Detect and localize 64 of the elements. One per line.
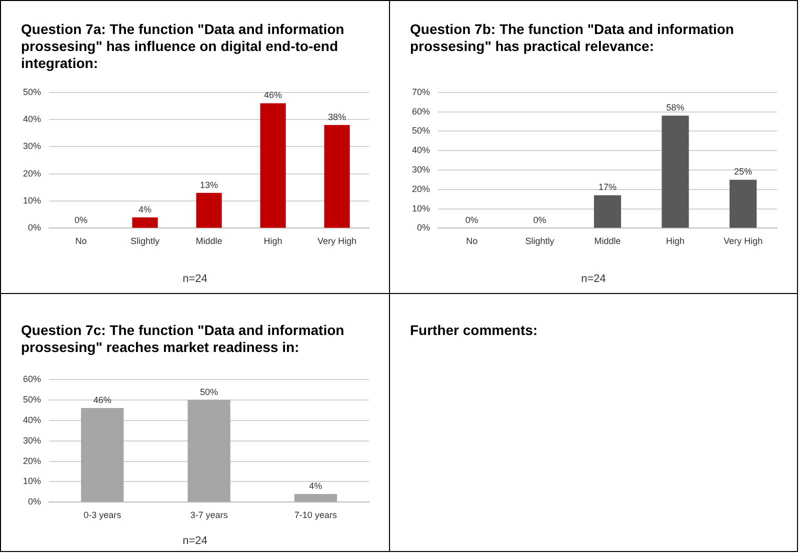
x-tick-label: 3-7 years [190,510,228,520]
chart-title: Question 7b: The function "Data and information prossesing" has practical relevance: [410,21,735,55]
y-tick-label: 50% [23,394,42,404]
bar [81,408,124,502]
y-tick-label: 70% [412,86,430,97]
x-tick-label: High [264,236,282,246]
x-tick-label: Middle [594,236,621,246]
y-tick-label: 30% [23,435,42,446]
text: n=24 [182,535,208,547]
text: Further comments: [410,322,539,339]
y-tick-label: 50% [412,126,430,136]
x-tick-label: High [666,236,685,246]
y-tick-label: 0% [28,496,42,507]
x-tick-label: Slightly [525,236,555,246]
data-label: 50% [200,386,218,397]
x-tick-label: Very High [317,236,357,246]
y-tick-label: 60% [23,374,42,384]
data-label: 0% [465,215,478,226]
y-tick-label: 40% [412,145,430,156]
y-tick-label: 10% [23,476,42,486]
bar [188,400,230,502]
y-tick-label: 20% [23,168,42,178]
data-label: 4% [138,204,152,214]
bar [260,103,286,228]
chart-title: Question 7a: The function "Data and information prossesing" has influence on digital end-to-end integration: [21,21,346,72]
y-tick-label: 40% [23,414,42,425]
x-tick-label: Very High [724,236,763,246]
data-label: 13% [200,180,218,190]
text: n=24 [580,273,607,285]
y-tick-label: 20% [412,184,430,194]
y-tick-label: 10% [23,196,42,206]
text: n=24 [182,273,208,285]
bar [294,494,337,502]
bar [594,195,622,228]
bar [132,217,158,228]
data-label: 46% [93,395,112,406]
x-tick-label: No [75,236,87,246]
x-tick-label: Middle [196,236,222,246]
x-tick-label: Slightly [130,236,160,246]
chart-title: Question 7c: The function "Data and information prossesing" reaches market readiness in: [21,322,346,356]
data-label: 0% [74,215,88,226]
y-tick-label: 50% [23,86,42,97]
y-tick-label: 10% [412,203,430,214]
x-tick-label: No [466,236,478,246]
x-tick-label: 7-10 years [294,510,338,520]
bar [730,180,757,228]
y-tick-label: 30% [23,141,42,152]
bar [196,192,222,228]
data-label: 25% [734,166,752,177]
y-tick-label: 60% [412,106,430,116]
bar [662,116,689,228]
y-tick-label: 0% [417,222,430,233]
y-tick-label: 30% [412,164,430,174]
data-label: 4% [309,481,322,491]
y-tick-label: 0% [28,222,42,233]
data-label: 17% [598,182,617,192]
data-label: 0% [533,215,546,226]
y-tick-label: 20% [23,456,42,466]
y-tick-label: 40% [23,114,42,124]
data-label: 38% [328,112,346,122]
data-label: 46% [264,90,282,100]
data-label: 58% [666,102,684,113]
x-tick-label: 0-3 years [84,510,122,520]
bar [324,124,350,228]
